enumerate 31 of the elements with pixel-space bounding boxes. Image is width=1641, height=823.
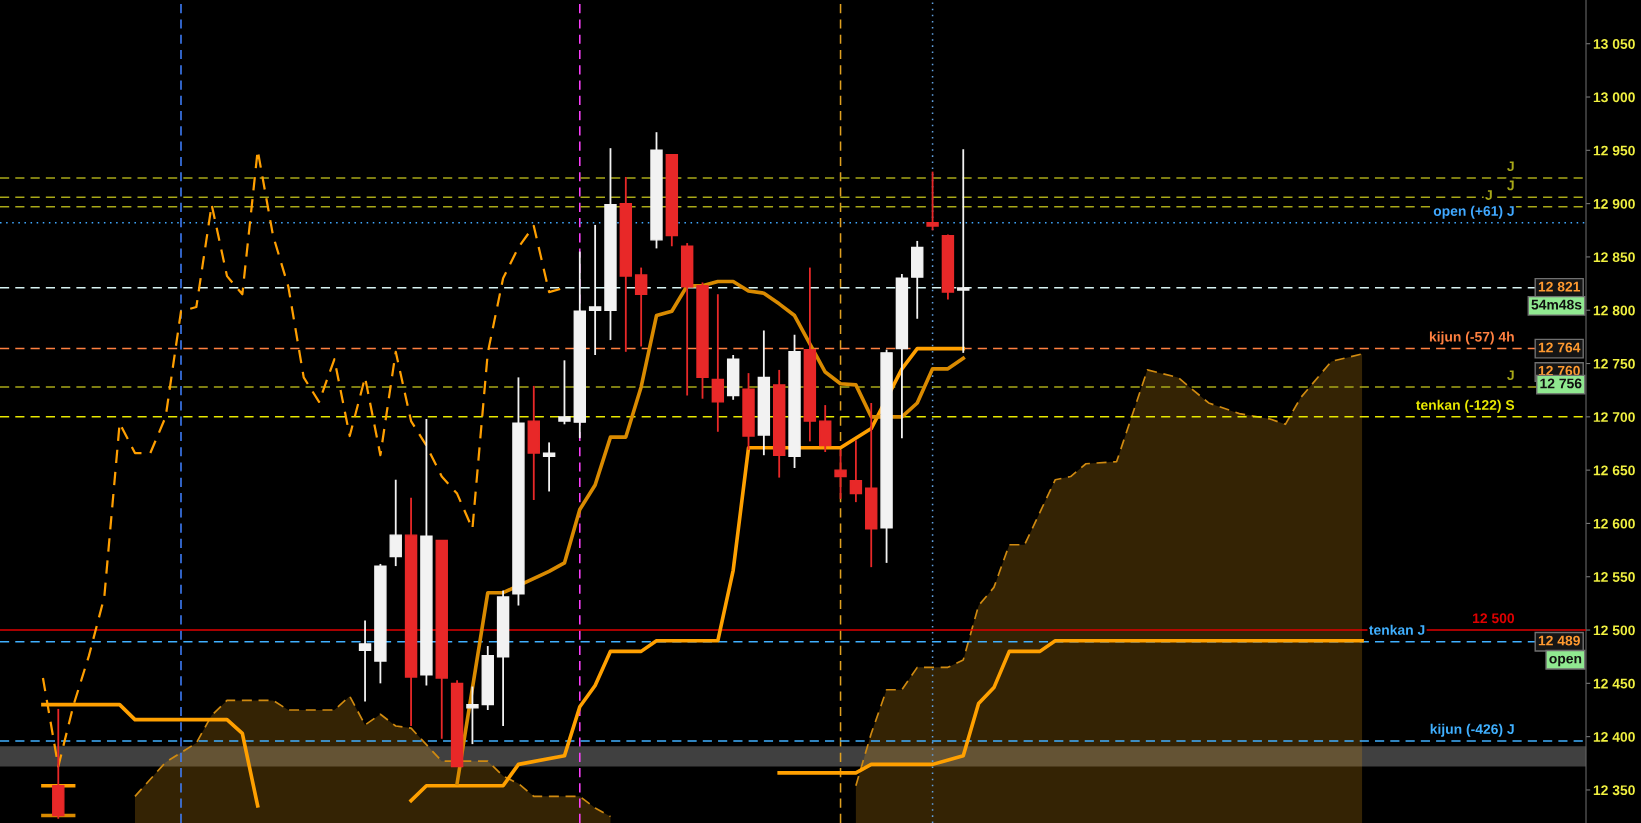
- annotation: 12 764: [1538, 342, 1581, 353]
- y-tick-label: 12 800: [1593, 305, 1635, 316]
- y-tick-label: 12 950: [1593, 145, 1635, 156]
- y-tick-label: 13 050: [1593, 39, 1635, 49]
- y-tick-label: 12 850: [1593, 252, 1635, 263]
- annotation: open: [1549, 655, 1582, 667]
- y-tick-label: 12 550: [1593, 572, 1635, 582]
- annotation: 12 756: [1540, 378, 1582, 389]
- ref-line-label: J: [1507, 370, 1514, 381]
- ref-line-label: open (+61) J: [1433, 205, 1514, 219]
- annotation: 54m48s: [1531, 299, 1582, 310]
- y-tick-label: 12 750: [1593, 358, 1635, 369]
- y-tick-label: 12 450: [1593, 678, 1635, 689]
- y-tick-label: 12 600: [1593, 518, 1635, 529]
- ref-line-label: tenkan J: [1369, 624, 1425, 635]
- y-tick-label: 12 900: [1593, 198, 1635, 209]
- y-tick-label: 12 350: [1593, 785, 1635, 796]
- annotation: 12 821: [1538, 281, 1581, 292]
- ref-line-label: tenkan (-122) S: [1416, 399, 1515, 413]
- ref-line-label: kijun (-57) 4h: [1429, 331, 1514, 345]
- ref-line-label: J: [1507, 161, 1514, 172]
- y-tick-label: 12 650: [1593, 465, 1635, 476]
- ref-line-label: kijun (-426) J: [1430, 723, 1514, 737]
- ref-line-label: J: [1507, 180, 1514, 191]
- y-tick-label: 12 500: [1593, 625, 1635, 636]
- y-tick-label: 12 400: [1593, 731, 1635, 742]
- ref-line-label: J: [1485, 190, 1492, 200]
- y-tick-label: 12 700: [1593, 412, 1635, 422]
- ref-line-label: 12 500: [1473, 613, 1515, 624]
- y-tick-label: 13 000: [1593, 92, 1635, 103]
- annotation: 12 489: [1538, 635, 1580, 646]
